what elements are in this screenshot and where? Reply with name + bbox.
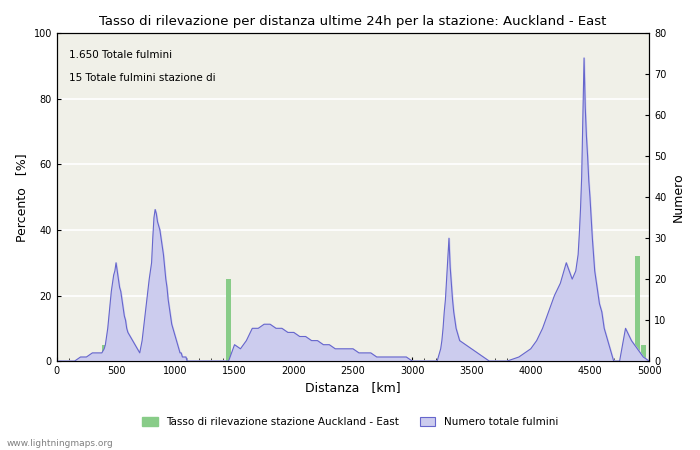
Legend: Tasso di rilevazione stazione Auckland - East, Numero totale fulmini: Tasso di rilevazione stazione Auckland -… xyxy=(138,413,562,431)
Bar xyxy=(226,279,231,361)
X-axis label: Distanza   [km]: Distanza [km] xyxy=(305,382,401,395)
Bar xyxy=(641,345,645,361)
Y-axis label: Numero: Numero xyxy=(672,172,685,222)
Bar xyxy=(155,355,160,361)
Bar xyxy=(232,351,237,361)
Bar xyxy=(144,342,148,361)
Text: 15 Totale fulmini stazione di: 15 Totale fulmini stazione di xyxy=(69,72,216,83)
Text: 1.650 Totale fulmini: 1.650 Totale fulmini xyxy=(69,50,172,60)
Text: www.lightningmaps.org: www.lightningmaps.org xyxy=(7,439,113,448)
Bar xyxy=(540,351,545,361)
Title: Tasso di rilevazione per distanza ultime 24h per la stazione: Auckland - East: Tasso di rilevazione per distanza ultime… xyxy=(99,15,607,28)
Bar xyxy=(635,256,640,361)
Bar xyxy=(125,355,130,361)
Bar xyxy=(102,345,106,361)
Bar xyxy=(108,345,113,361)
Bar xyxy=(552,355,557,361)
Y-axis label: Percento   [%]: Percento [%] xyxy=(15,153,28,242)
